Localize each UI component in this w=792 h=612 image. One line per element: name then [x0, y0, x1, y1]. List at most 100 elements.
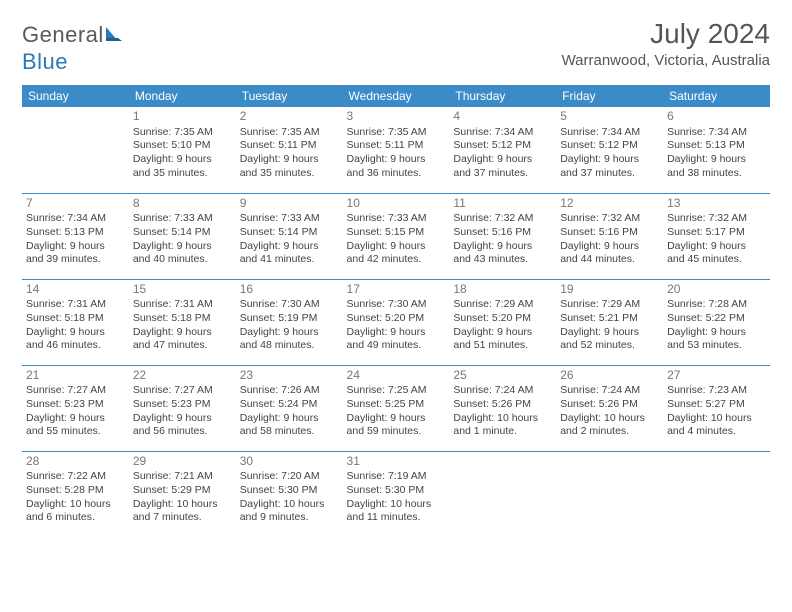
day-info-line: and 6 minutes.: [26, 511, 125, 525]
day-info-line: and 4 minutes.: [667, 425, 766, 439]
day-info: Sunrise: 7:27 AMSunset: 5:23 PMDaylight:…: [26, 384, 125, 439]
day-info-line: Sunrise: 7:35 AM: [347, 126, 446, 140]
day-info: Sunrise: 7:34 AMSunset: 5:12 PMDaylight:…: [453, 126, 552, 181]
day-number: 23: [240, 368, 339, 384]
day-info-line: Sunset: 5:20 PM: [453, 312, 552, 326]
logo-sail-icon: [104, 23, 124, 49]
day-number: 29: [133, 454, 232, 470]
calendar-page: GeneralBlue July 2024 Warranwood, Victor…: [0, 0, 792, 555]
day-info-line: and 2 minutes.: [560, 425, 659, 439]
day-info-line: Sunset: 5:25 PM: [347, 398, 446, 412]
day-info-line: Sunrise: 7:30 AM: [240, 298, 339, 312]
day-info: Sunrise: 7:31 AMSunset: 5:18 PMDaylight:…: [133, 298, 232, 353]
day-cell: 27Sunrise: 7:23 AMSunset: 5:27 PMDayligh…: [663, 365, 770, 451]
day-info-line: Daylight: 9 hours: [26, 240, 125, 254]
week-row: 1Sunrise: 7:35 AMSunset: 5:10 PMDaylight…: [22, 107, 770, 193]
day-info-line: Sunset: 5:14 PM: [240, 226, 339, 240]
day-number: 24: [347, 368, 446, 384]
day-number: 14: [26, 282, 125, 298]
day-number: 12: [560, 196, 659, 212]
day-number: 16: [240, 282, 339, 298]
day-info-line: and 56 minutes.: [133, 425, 232, 439]
logo-text-general: General: [22, 22, 104, 47]
day-info: Sunrise: 7:34 AMSunset: 5:13 PMDaylight:…: [26, 212, 125, 267]
week-row: 7Sunrise: 7:34 AMSunset: 5:13 PMDaylight…: [22, 193, 770, 279]
day-number: 10: [347, 196, 446, 212]
day-header-row: SundayMondayTuesdayWednesdayThursdayFrid…: [22, 85, 770, 107]
day-info: Sunrise: 7:30 AMSunset: 5:19 PMDaylight:…: [240, 298, 339, 353]
day-info: Sunrise: 7:34 AMSunset: 5:13 PMDaylight:…: [667, 126, 766, 181]
day-info-line: Sunset: 5:20 PM: [347, 312, 446, 326]
day-info-line: and 38 minutes.: [667, 167, 766, 181]
day-cell: 22Sunrise: 7:27 AMSunset: 5:23 PMDayligh…: [129, 365, 236, 451]
day-info: Sunrise: 7:33 AMSunset: 5:14 PMDaylight:…: [133, 212, 232, 267]
day-info-line: and 48 minutes.: [240, 339, 339, 353]
day-cell: 8Sunrise: 7:33 AMSunset: 5:14 PMDaylight…: [129, 193, 236, 279]
day-info-line: and 37 minutes.: [453, 167, 552, 181]
day-cell: 28Sunrise: 7:22 AMSunset: 5:28 PMDayligh…: [22, 451, 129, 537]
day-info: Sunrise: 7:35 AMSunset: 5:11 PMDaylight:…: [347, 126, 446, 181]
day-info-line: Sunrise: 7:31 AM: [133, 298, 232, 312]
day-info-line: Sunset: 5:23 PM: [133, 398, 232, 412]
day-number: 27: [667, 368, 766, 384]
day-info-line: and 59 minutes.: [347, 425, 446, 439]
day-info-line: and 40 minutes.: [133, 253, 232, 267]
day-cell: 31Sunrise: 7:19 AMSunset: 5:30 PMDayligh…: [343, 451, 450, 537]
day-info-line: Daylight: 9 hours: [453, 240, 552, 254]
day-info-line: Sunset: 5:19 PM: [240, 312, 339, 326]
day-info-line: Sunrise: 7:32 AM: [560, 212, 659, 226]
day-info-line: Sunrise: 7:35 AM: [240, 126, 339, 140]
day-info-line: and 35 minutes.: [240, 167, 339, 181]
day-info-line: and 45 minutes.: [667, 253, 766, 267]
day-cell: 4Sunrise: 7:34 AMSunset: 5:12 PMDaylight…: [449, 107, 556, 193]
day-info-line: Sunset: 5:17 PM: [667, 226, 766, 240]
day-info-line: Daylight: 10 hours: [347, 498, 446, 512]
day-header: Saturday: [663, 85, 770, 107]
logo-text-blue: Blue: [22, 49, 68, 74]
day-info-line: and 43 minutes.: [453, 253, 552, 267]
day-info-line: Daylight: 9 hours: [453, 326, 552, 340]
day-info-line: Sunset: 5:26 PM: [560, 398, 659, 412]
day-header: Friday: [556, 85, 663, 107]
day-info-line: Sunrise: 7:33 AM: [347, 212, 446, 226]
day-cell: 30Sunrise: 7:20 AMSunset: 5:30 PMDayligh…: [236, 451, 343, 537]
day-info-line: Sunrise: 7:20 AM: [240, 470, 339, 484]
day-info-line: Sunset: 5:13 PM: [667, 139, 766, 153]
day-info-line: Sunrise: 7:23 AM: [667, 384, 766, 398]
day-number: 15: [133, 282, 232, 298]
day-info-line: and 39 minutes.: [26, 253, 125, 267]
day-cell: 29Sunrise: 7:21 AMSunset: 5:29 PMDayligh…: [129, 451, 236, 537]
day-info-line: Sunrise: 7:29 AM: [560, 298, 659, 312]
day-info: Sunrise: 7:34 AMSunset: 5:12 PMDaylight:…: [560, 126, 659, 181]
empty-cell: [663, 451, 770, 537]
day-number: 19: [560, 282, 659, 298]
day-info-line: Sunset: 5:23 PM: [26, 398, 125, 412]
day-info: Sunrise: 7:22 AMSunset: 5:28 PMDaylight:…: [26, 470, 125, 525]
day-info-line: and 41 minutes.: [240, 253, 339, 267]
day-info: Sunrise: 7:24 AMSunset: 5:26 PMDaylight:…: [453, 384, 552, 439]
day-info: Sunrise: 7:33 AMSunset: 5:15 PMDaylight:…: [347, 212, 446, 267]
day-info: Sunrise: 7:29 AMSunset: 5:21 PMDaylight:…: [560, 298, 659, 353]
day-number: 21: [26, 368, 125, 384]
empty-cell: [22, 107, 129, 193]
week-row: 14 Sunrise: 7:31 AMSunset: 5:18 PMDayligh…: [22, 279, 770, 365]
day-info: Sunrise: 7:30 AMSunset: 5:20 PMDaylight:…: [347, 298, 446, 353]
day-number: 4: [453, 109, 552, 125]
day-info-line: and 51 minutes.: [453, 339, 552, 353]
day-cell: 24Sunrise: 7:25 AMSunset: 5:25 PMDayligh…: [343, 365, 450, 451]
day-info-line: Daylight: 9 hours: [347, 412, 446, 426]
day-number: 6: [667, 109, 766, 125]
day-info-line: Sunrise: 7:27 AM: [133, 384, 232, 398]
day-info-line: Daylight: 10 hours: [453, 412, 552, 426]
day-info: Sunrise: 7:24 AMSunset: 5:26 PMDaylight:…: [560, 384, 659, 439]
day-info-line: Sunrise: 7:24 AM: [560, 384, 659, 398]
day-info-line: Daylight: 9 hours: [133, 412, 232, 426]
day-info-line: Daylight: 9 hours: [133, 240, 232, 254]
day-info-line: Sunrise: 7:32 AM: [453, 212, 552, 226]
week-row: 21Sunrise: 7:27 AMSunset: 5:23 PMDayligh…: [22, 365, 770, 451]
day-info-line: Sunset: 5:28 PM: [26, 484, 125, 498]
day-cell: 2Sunrise: 7:35 AMSunset: 5:11 PMDaylight…: [236, 107, 343, 193]
day-cell: 25Sunrise: 7:24 AMSunset: 5:26 PMDayligh…: [449, 365, 556, 451]
day-info-line: and 37 minutes.: [560, 167, 659, 181]
day-info-line: Daylight: 9 hours: [26, 412, 125, 426]
